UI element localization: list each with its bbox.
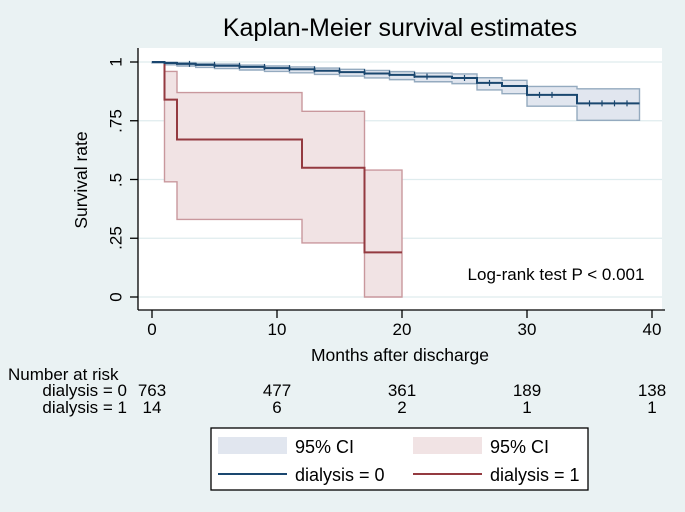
x-tick-label: 20 [393, 320, 412, 339]
x-tick-label: 0 [147, 320, 156, 339]
y-tick-label: .75 [107, 109, 126, 133]
legend-label-dialysis-1: dialysis = 1 [490, 465, 580, 485]
x-axis-label: Months after discharge [311, 345, 489, 365]
risk-count: 477 [263, 381, 291, 400]
ci-band-dialysis1 [163, 70, 403, 298]
y-axis-label: Survival rate [71, 131, 91, 228]
legend-swatch-ci-group0 [218, 437, 287, 454]
chart-layers [130, 60, 662, 318]
risk-count: 189 [513, 381, 541, 400]
legend-label-ci-group1: 95% CI [490, 437, 549, 457]
risk-count: 1 [522, 398, 531, 417]
x-tick-label: 40 [643, 320, 662, 339]
x-tick-label: 10 [268, 320, 287, 339]
chart-title: Kaplan-Meier survival estimates [223, 14, 577, 42]
y-tick-label: .25 [107, 226, 126, 250]
legend: 95% CI 95% CI dialysis = 0 dialysis = 1 [210, 427, 589, 491]
y-tick-label: 1 [107, 57, 126, 66]
legend-label-dialysis-0: dialysis = 0 [295, 465, 385, 485]
risk-count: 6 [272, 398, 281, 417]
legend-label-ci-group0: 95% CI [295, 437, 354, 457]
risk-count: 763 [138, 381, 166, 400]
y-tick-label: .5 [107, 173, 126, 187]
risk-row-label-dialysis-1: dialysis = 1 [42, 398, 127, 417]
risk-count: 2 [397, 398, 406, 417]
risk-count: 14 [143, 398, 162, 417]
survival-curve-dialysis1 [152, 61, 402, 254]
risk-table-header: Number at risk [8, 365, 119, 384]
risk-count: 361 [388, 381, 416, 400]
risk-count: 138 [638, 381, 666, 400]
risk-count: 1 [647, 398, 656, 417]
x-tick-label: 30 [518, 320, 537, 339]
y-tick-label: 0 [107, 292, 126, 301]
logrank-annotation: Log-rank test P < 0.001 [468, 265, 645, 284]
risk-row-label-dialysis-0: dialysis = 0 [42, 381, 127, 400]
legend-swatch-ci-group1 [413, 437, 482, 454]
